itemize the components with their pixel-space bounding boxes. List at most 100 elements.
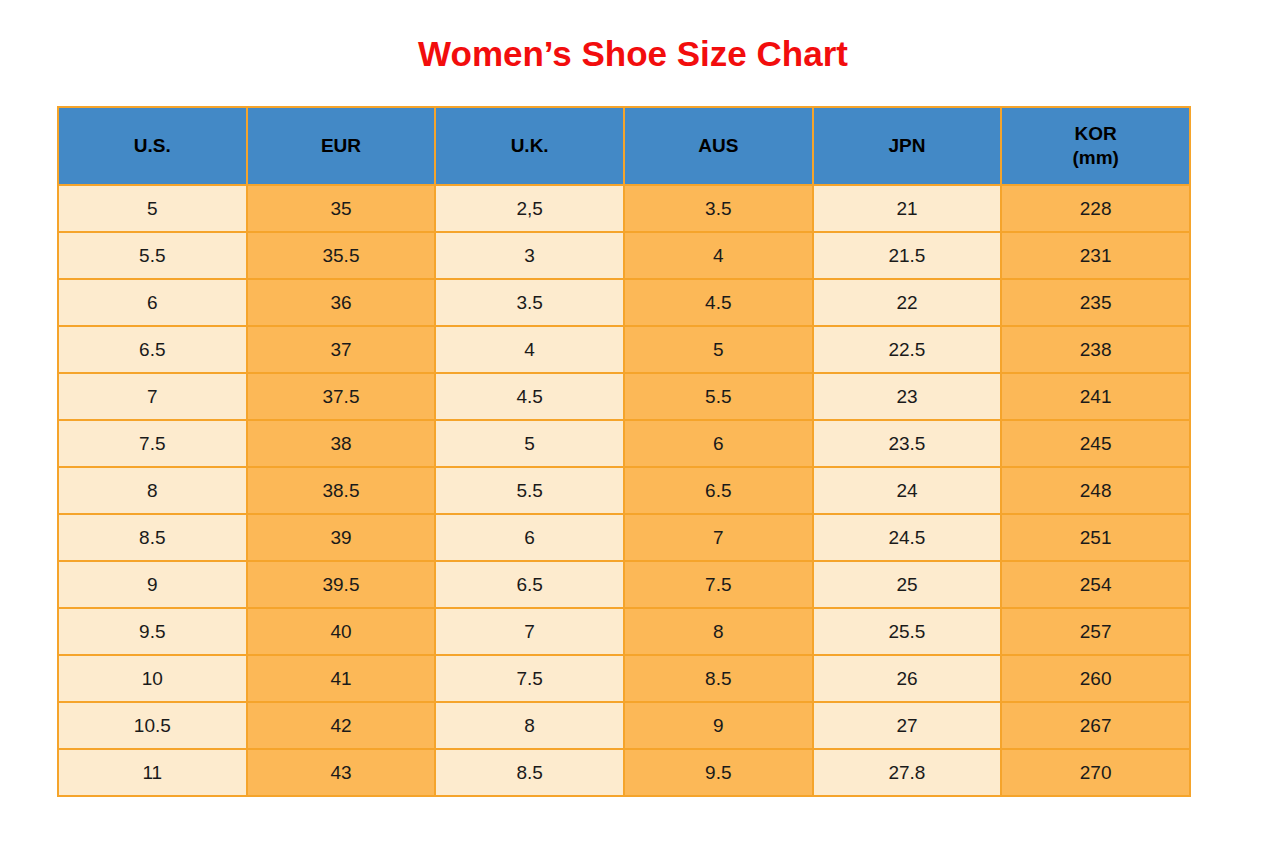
size-chart-table-container: U.S. EUR U.K. AUS JPN KOR (mm) 5352,53.5…	[57, 106, 1191, 797]
table-cell: 251	[1001, 514, 1190, 561]
table-header-row: U.S. EUR U.K. AUS JPN KOR (mm)	[58, 107, 1190, 185]
table-cell: 8	[624, 608, 813, 655]
table-cell: 6.5	[435, 561, 624, 608]
table-cell: 23	[813, 373, 1002, 420]
table-cell: 23.5	[813, 420, 1002, 467]
table-cell: 5	[58, 185, 247, 232]
table-cell: 4	[435, 326, 624, 373]
table-cell: 6.5	[624, 467, 813, 514]
table-cell: 231	[1001, 232, 1190, 279]
table-cell: 9	[624, 702, 813, 749]
size-chart-table: U.S. EUR U.K. AUS JPN KOR (mm) 5352,53.5…	[57, 106, 1191, 797]
table-cell: 235	[1001, 279, 1190, 326]
table-cell: 10	[58, 655, 247, 702]
table-cell: 270	[1001, 749, 1190, 796]
table-cell: 36	[247, 279, 436, 326]
table-cell: 25.5	[813, 608, 1002, 655]
table-cell: 9.5	[624, 749, 813, 796]
table-cell: 35	[247, 185, 436, 232]
table-cell: 26	[813, 655, 1002, 702]
table-header: U.S. EUR U.K. AUS JPN KOR (mm)	[58, 107, 1190, 185]
table-cell: 7.5	[58, 420, 247, 467]
table-cell: 7	[435, 608, 624, 655]
table-cell: 7	[58, 373, 247, 420]
table-cell: 27	[813, 702, 1002, 749]
column-header-eur: EUR	[247, 107, 436, 185]
table-cell: 24	[813, 467, 1002, 514]
table-cell: 238	[1001, 326, 1190, 373]
table-cell: 248	[1001, 467, 1190, 514]
table-cell: 42	[247, 702, 436, 749]
table-cell: 245	[1001, 420, 1190, 467]
table-cell: 228	[1001, 185, 1190, 232]
column-header-kor-unit: (mm)	[1002, 146, 1189, 170]
table-cell: 257	[1001, 608, 1190, 655]
table-cell: 39	[247, 514, 436, 561]
table-cell: 5	[435, 420, 624, 467]
table-cell: 21.5	[813, 232, 1002, 279]
table-cell: 11	[58, 749, 247, 796]
table-cell: 38	[247, 420, 436, 467]
table-cell: 43	[247, 749, 436, 796]
table-cell: 4	[624, 232, 813, 279]
table-cell: 3.5	[435, 279, 624, 326]
table-cell: 22.5	[813, 326, 1002, 373]
table-cell: 27.8	[813, 749, 1002, 796]
table-cell: 8	[58, 467, 247, 514]
table-cell: 41	[247, 655, 436, 702]
table-row: 5.535.53421.5231	[58, 232, 1190, 279]
page-title: Women’s Shoe Size Chart	[0, 34, 1266, 74]
table-row: 5352,53.521228	[58, 185, 1190, 232]
table-cell: 241	[1001, 373, 1190, 420]
table-cell: 10.5	[58, 702, 247, 749]
column-header-us: U.S.	[58, 107, 247, 185]
table-row: 10417.58.526260	[58, 655, 1190, 702]
table-cell: 5.5	[624, 373, 813, 420]
table-cell: 2,5	[435, 185, 624, 232]
column-header-jpn: JPN	[813, 107, 1002, 185]
table-cell: 39.5	[247, 561, 436, 608]
table-cell: 35.5	[247, 232, 436, 279]
table-cell: 9	[58, 561, 247, 608]
table-row: 10.5428927267	[58, 702, 1190, 749]
table-row: 11438.59.527.8270	[58, 749, 1190, 796]
table-cell: 4.5	[435, 373, 624, 420]
table-cell: 3.5	[624, 185, 813, 232]
table-cell: 38.5	[247, 467, 436, 514]
table-row: 8.5396724.5251	[58, 514, 1190, 561]
table-cell: 22	[813, 279, 1002, 326]
table-cell: 25	[813, 561, 1002, 608]
table-cell: 5	[624, 326, 813, 373]
table-row: 9.5407825.5257	[58, 608, 1190, 655]
table-cell: 8.5	[58, 514, 247, 561]
table-cell: 267	[1001, 702, 1190, 749]
column-header-kor-label: KOR	[1002, 122, 1189, 146]
table-row: 838.55.56.524248	[58, 467, 1190, 514]
table-row: 6.5374522.5238	[58, 326, 1190, 373]
table-cell: 7	[624, 514, 813, 561]
table-cell: 8.5	[435, 749, 624, 796]
table-cell: 7.5	[624, 561, 813, 608]
table-cell: 6.5	[58, 326, 247, 373]
table-cell: 6	[624, 420, 813, 467]
table-cell: 8.5	[624, 655, 813, 702]
table-cell: 40	[247, 608, 436, 655]
column-header-aus: AUS	[624, 107, 813, 185]
table-cell: 6	[58, 279, 247, 326]
table-cell: 8	[435, 702, 624, 749]
table-row: 7.5385623.5245	[58, 420, 1190, 467]
table-row: 737.54.55.523241	[58, 373, 1190, 420]
table-cell: 5.5	[435, 467, 624, 514]
table-cell: 254	[1001, 561, 1190, 608]
column-header-uk: U.K.	[435, 107, 624, 185]
size-table-body: 5352,53.5212285.535.53421.52316363.54.52…	[58, 185, 1190, 796]
table-cell: 9.5	[58, 608, 247, 655]
table-row: 939.56.57.525254	[58, 561, 1190, 608]
column-header-kor: KOR (mm)	[1001, 107, 1190, 185]
table-cell: 3	[435, 232, 624, 279]
table-cell: 5.5	[58, 232, 247, 279]
table-cell: 21	[813, 185, 1002, 232]
table-cell: 37.5	[247, 373, 436, 420]
table-cell: 260	[1001, 655, 1190, 702]
table-cell: 4.5	[624, 279, 813, 326]
